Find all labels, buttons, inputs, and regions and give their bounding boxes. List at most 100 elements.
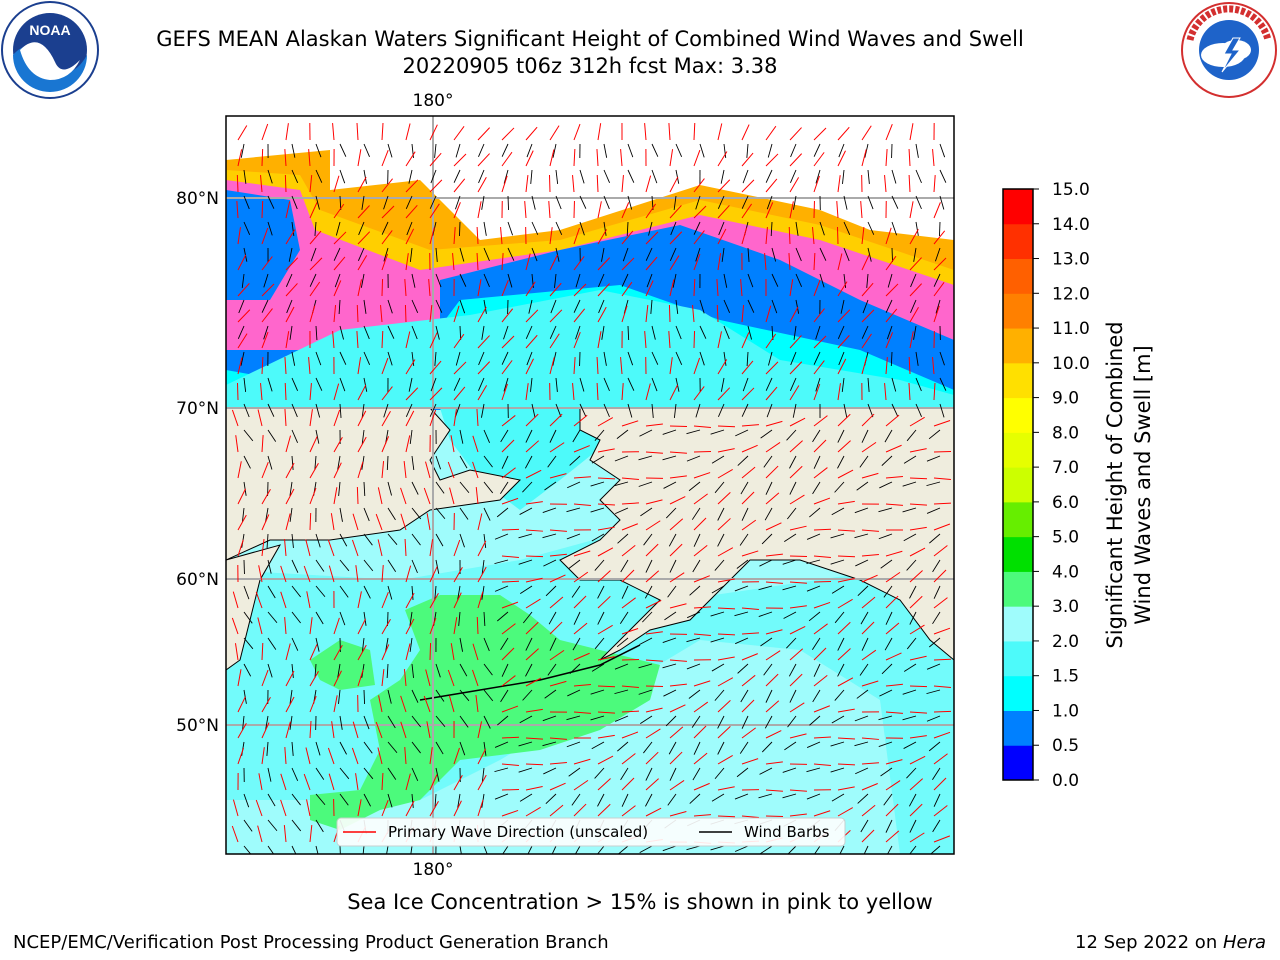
wind-barb bbox=[501, 663, 509, 677]
wave-arrow bbox=[813, 439, 827, 453]
wave-arrow bbox=[765, 789, 783, 792]
wave-arrow bbox=[909, 228, 919, 245]
wind-barb bbox=[902, 715, 917, 721]
wind-barb bbox=[241, 507, 245, 522]
wave-arrow bbox=[428, 279, 431, 297]
wind-barb bbox=[590, 715, 605, 721]
wind-barb bbox=[409, 611, 413, 626]
wave-arrow bbox=[501, 253, 504, 271]
wave-arrow bbox=[669, 496, 686, 505]
wave-arrow bbox=[693, 633, 711, 636]
wave-arrow bbox=[717, 677, 734, 687]
wave-arrow bbox=[789, 335, 802, 349]
wave-arrow bbox=[669, 518, 684, 531]
wave-arrow bbox=[837, 598, 853, 609]
wind-barb bbox=[909, 819, 917, 833]
wave-arrow bbox=[765, 673, 779, 687]
wind-barb bbox=[598, 299, 605, 314]
wind-barb bbox=[742, 169, 749, 184]
wave-arrow bbox=[572, 175, 575, 193]
wind-barb bbox=[289, 507, 293, 522]
wave-arrow bbox=[813, 415, 828, 427]
wave-arrow bbox=[692, 305, 695, 323]
wind-barb bbox=[932, 559, 941, 573]
wind-barb bbox=[527, 845, 533, 854]
wind-barb bbox=[717, 403, 725, 418]
wind-barb bbox=[291, 767, 299, 781]
wave-arrow bbox=[693, 814, 711, 817]
wind-barb bbox=[854, 533, 869, 539]
wave-arrow bbox=[308, 357, 311, 375]
wind-barb bbox=[315, 403, 321, 418]
wind-barb bbox=[525, 637, 533, 651]
wave-arrow bbox=[237, 254, 247, 271]
wind-barb bbox=[289, 325, 293, 340]
wind-barb bbox=[721, 247, 725, 262]
wave-arrow bbox=[765, 420, 783, 427]
wave-arrow bbox=[933, 175, 936, 193]
wind-barb bbox=[459, 429, 464, 444]
wind-barb bbox=[411, 793, 414, 808]
wind-barb bbox=[861, 429, 869, 443]
wind-barb bbox=[361, 429, 365, 444]
wind-barb bbox=[267, 637, 277, 650]
wave-arrow bbox=[476, 616, 479, 635]
wave-arrow bbox=[400, 695, 407, 713]
land-siberia bbox=[226, 407, 522, 561]
wind-barb bbox=[411, 299, 419, 313]
wind-barb bbox=[362, 845, 365, 854]
wave-arrow bbox=[789, 625, 806, 635]
wind-barb bbox=[478, 143, 485, 158]
wind-barb bbox=[554, 273, 557, 288]
wave-arrow bbox=[573, 256, 585, 271]
wind-barb bbox=[361, 195, 365, 210]
wave-arrow bbox=[813, 647, 827, 661]
wave-arrow bbox=[356, 486, 359, 505]
wind-barb bbox=[782, 767, 797, 773]
colorbar-tick-label: 0.5 bbox=[1052, 736, 1079, 756]
wind-barb bbox=[459, 221, 461, 237]
wind-barb bbox=[645, 559, 653, 573]
wind-barb bbox=[863, 845, 869, 854]
wave-arrow bbox=[429, 227, 435, 245]
wave-arrow bbox=[813, 601, 831, 609]
wave-arrow bbox=[429, 152, 442, 167]
wave-arrow bbox=[306, 799, 311, 817]
wave-arrow bbox=[309, 436, 318, 453]
wind-barb bbox=[552, 143, 557, 158]
wave-arrow bbox=[741, 387, 755, 401]
wind-barb bbox=[640, 507, 653, 517]
wind-barb bbox=[459, 845, 462, 854]
wave-arrow bbox=[933, 477, 951, 480]
wave-arrow bbox=[789, 465, 803, 479]
colorbar-tick-label: 0.0 bbox=[1052, 771, 1079, 791]
wind-barb bbox=[501, 143, 509, 157]
wave-arrow bbox=[357, 669, 364, 687]
wave-arrow bbox=[717, 700, 731, 713]
wave-arrow bbox=[933, 685, 951, 688]
wave-arrow bbox=[501, 763, 519, 766]
wind-barb bbox=[771, 299, 778, 314]
wave-arrow bbox=[909, 448, 927, 453]
colorbar-tick-label: 10.0 bbox=[1052, 354, 1090, 374]
wave-arrow bbox=[285, 696, 295, 713]
wind-barb bbox=[550, 299, 557, 314]
wind-barb bbox=[243, 793, 250, 808]
wave-arrow bbox=[525, 469, 542, 479]
wind-barb bbox=[503, 325, 509, 340]
wave-arrow bbox=[813, 555, 831, 558]
wave-arrow bbox=[813, 360, 825, 375]
wind-barb bbox=[787, 715, 797, 728]
wave-arrow bbox=[693, 725, 707, 739]
wind-barb bbox=[891, 169, 897, 184]
wind-barb bbox=[309, 273, 317, 287]
wave-arrow bbox=[405, 387, 419, 401]
wind-barb bbox=[638, 455, 653, 461]
wind-barb bbox=[409, 247, 413, 262]
wind-barb bbox=[291, 221, 295, 236]
wave-arrow bbox=[645, 231, 659, 245]
wind-barb bbox=[834, 611, 845, 624]
wave-arrow bbox=[597, 448, 615, 453]
wave-arrow bbox=[693, 493, 708, 505]
wave-arrow bbox=[525, 806, 541, 817]
